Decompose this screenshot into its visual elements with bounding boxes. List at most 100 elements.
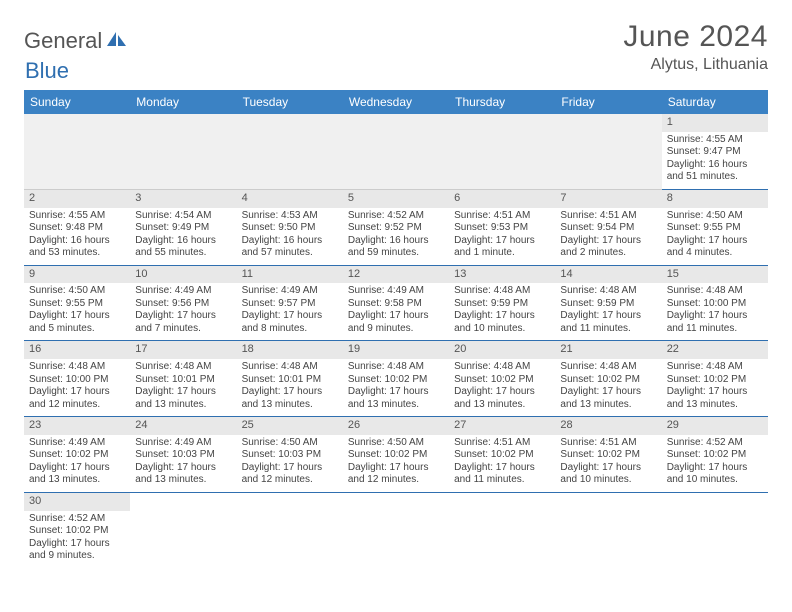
day-info-line: Sunrise: 4:49 AM [135,437,231,450]
day-number: 18 [237,341,343,359]
day-number: 2 [24,190,130,208]
logo-text-general: General [24,28,102,54]
calendar-day-cell: 10Sunrise: 4:49 AMSunset: 9:56 PMDayligh… [130,265,236,341]
calendar-day-cell: 27Sunrise: 4:51 AMSunset: 10:02 PMDaylig… [449,417,555,493]
day-info-line: Sunrise: 4:48 AM [454,361,550,374]
calendar-day-cell: 4Sunrise: 4:53 AMSunset: 9:50 PMDaylight… [237,189,343,265]
calendar-day-cell: 29Sunrise: 4:52 AMSunset: 10:02 PMDaylig… [662,417,768,493]
day-info-line: Daylight: 17 hours [667,310,763,323]
day-info-line: Daylight: 17 hours [348,386,444,399]
day-info-line: and 53 minutes. [29,247,125,260]
weekday-header: Sunday [24,90,130,114]
day-info-line: and 12 minutes. [242,474,338,487]
day-number: 6 [449,190,555,208]
day-info-line: Sunset: 9:55 PM [667,222,763,235]
day-info-line: Daylight: 17 hours [454,235,550,248]
calendar-body: 1Sunrise: 4:55 AMSunset: 9:47 PMDaylight… [24,114,768,568]
day-number: 1 [662,114,768,132]
day-info-line: Sunrise: 4:51 AM [560,210,656,223]
weekday-header: Saturday [662,90,768,114]
calendar-day-cell: 14Sunrise: 4:48 AMSunset: 9:59 PMDayligh… [555,265,661,341]
day-number: 4 [237,190,343,208]
day-number: 23 [24,417,130,435]
calendar-day-cell: 17Sunrise: 4:48 AMSunset: 10:01 PMDaylig… [130,341,236,417]
day-info-line: Sunrise: 4:50 AM [29,285,125,298]
day-info-line: Sunrise: 4:48 AM [29,361,125,374]
calendar-day-cell: 24Sunrise: 4:49 AMSunset: 10:03 PMDaylig… [130,417,236,493]
day-info-line: and 11 minutes. [667,323,763,336]
calendar-day-cell: 30Sunrise: 4:52 AMSunset: 10:02 PMDaylig… [24,492,130,567]
day-info-line: Sunrise: 4:50 AM [242,437,338,450]
calendar-day-cell [130,114,236,189]
day-info-line: Sunrise: 4:50 AM [348,437,444,450]
day-number: 16 [24,341,130,359]
day-info-line: and 13 minutes. [560,399,656,412]
day-number: 7 [555,190,661,208]
day-number: 20 [449,341,555,359]
day-info-line: Daylight: 17 hours [135,386,231,399]
day-info-line: Sunset: 10:01 PM [242,374,338,387]
calendar-day-cell: 1Sunrise: 4:55 AMSunset: 9:47 PMDaylight… [662,114,768,189]
day-info-line: Sunset: 10:02 PM [454,374,550,387]
day-number: 28 [555,417,661,435]
calendar-day-cell [24,114,130,189]
day-info-line: Sunrise: 4:50 AM [667,210,763,223]
day-info-line: Sunset: 10:02 PM [29,449,125,462]
day-number: 10 [130,266,236,284]
day-info-line: Sunrise: 4:48 AM [242,361,338,374]
calendar-day-cell: 22Sunrise: 4:48 AMSunset: 10:02 PMDaylig… [662,341,768,417]
calendar-day-cell: 23Sunrise: 4:49 AMSunset: 10:02 PMDaylig… [24,417,130,493]
day-info-line: Sunset: 9:52 PM [348,222,444,235]
day-number: 3 [130,190,236,208]
day-number: 29 [662,417,768,435]
day-number: 15 [662,266,768,284]
day-info-line: Sunset: 10:02 PM [348,374,444,387]
day-info-line: Sunrise: 4:48 AM [667,285,763,298]
day-info-line: Daylight: 17 hours [135,310,231,323]
day-info-line: and 13 minutes. [242,399,338,412]
weekday-header-row: Sunday Monday Tuesday Wednesday Thursday… [24,90,768,114]
calendar-day-cell: 9Sunrise: 4:50 AMSunset: 9:55 PMDaylight… [24,265,130,341]
day-number: 13 [449,266,555,284]
day-info-line: Daylight: 17 hours [667,235,763,248]
day-info-line: and 55 minutes. [135,247,231,260]
day-info-line: Sunset: 9:54 PM [560,222,656,235]
calendar-day-cell [343,114,449,189]
day-info-line: Daylight: 16 hours [135,235,231,248]
calendar-day-cell: 6Sunrise: 4:51 AMSunset: 9:53 PMDaylight… [449,189,555,265]
calendar-day-cell [662,492,768,567]
calendar-day-cell: 2Sunrise: 4:55 AMSunset: 9:48 PMDaylight… [24,189,130,265]
day-number: 5 [343,190,449,208]
day-info-line: Sunset: 10:00 PM [667,298,763,311]
day-number: 30 [24,493,130,511]
day-info-line: and 9 minutes. [348,323,444,336]
day-info-line: Sunset: 9:56 PM [135,298,231,311]
day-info-line: Daylight: 17 hours [348,310,444,323]
day-info-line: Sunset: 10:02 PM [29,525,125,538]
day-info-line: Daylight: 16 hours [29,235,125,248]
day-number: 12 [343,266,449,284]
day-info-line: Sunset: 9:49 PM [135,222,231,235]
day-info-line: Sunset: 9:57 PM [242,298,338,311]
day-info-line: Daylight: 17 hours [560,235,656,248]
day-info-line: and 1 minute. [454,247,550,260]
day-info-line: Sunrise: 4:48 AM [135,361,231,374]
day-info-line: Daylight: 17 hours [242,310,338,323]
day-info-line: Sunrise: 4:55 AM [29,210,125,223]
day-number: 19 [343,341,449,359]
day-info-line: Daylight: 17 hours [667,386,763,399]
day-info-line: Sunset: 10:02 PM [667,449,763,462]
calendar-day-cell: 7 Sunrise: 4:51 AMSunset: 9:54 PMDaylight… [555,189,661,265]
day-info-line: and 13 minutes. [454,399,550,412]
day-info-line: Daylight: 16 hours [348,235,444,248]
day-info-line: and 12 minutes. [348,474,444,487]
weekday-header: Tuesday [237,90,343,114]
day-info-line: and 2 minutes. [560,247,656,260]
weekday-header: Friday [555,90,661,114]
day-info-line: Daylight: 17 hours [560,310,656,323]
day-number: 21 [555,341,661,359]
day-info-line: Sunrise: 4:49 AM [348,285,444,298]
calendar-day-cell [343,492,449,567]
day-info-line: and 51 minutes. [667,171,763,184]
day-info-line: and 7 minutes. [135,323,231,336]
